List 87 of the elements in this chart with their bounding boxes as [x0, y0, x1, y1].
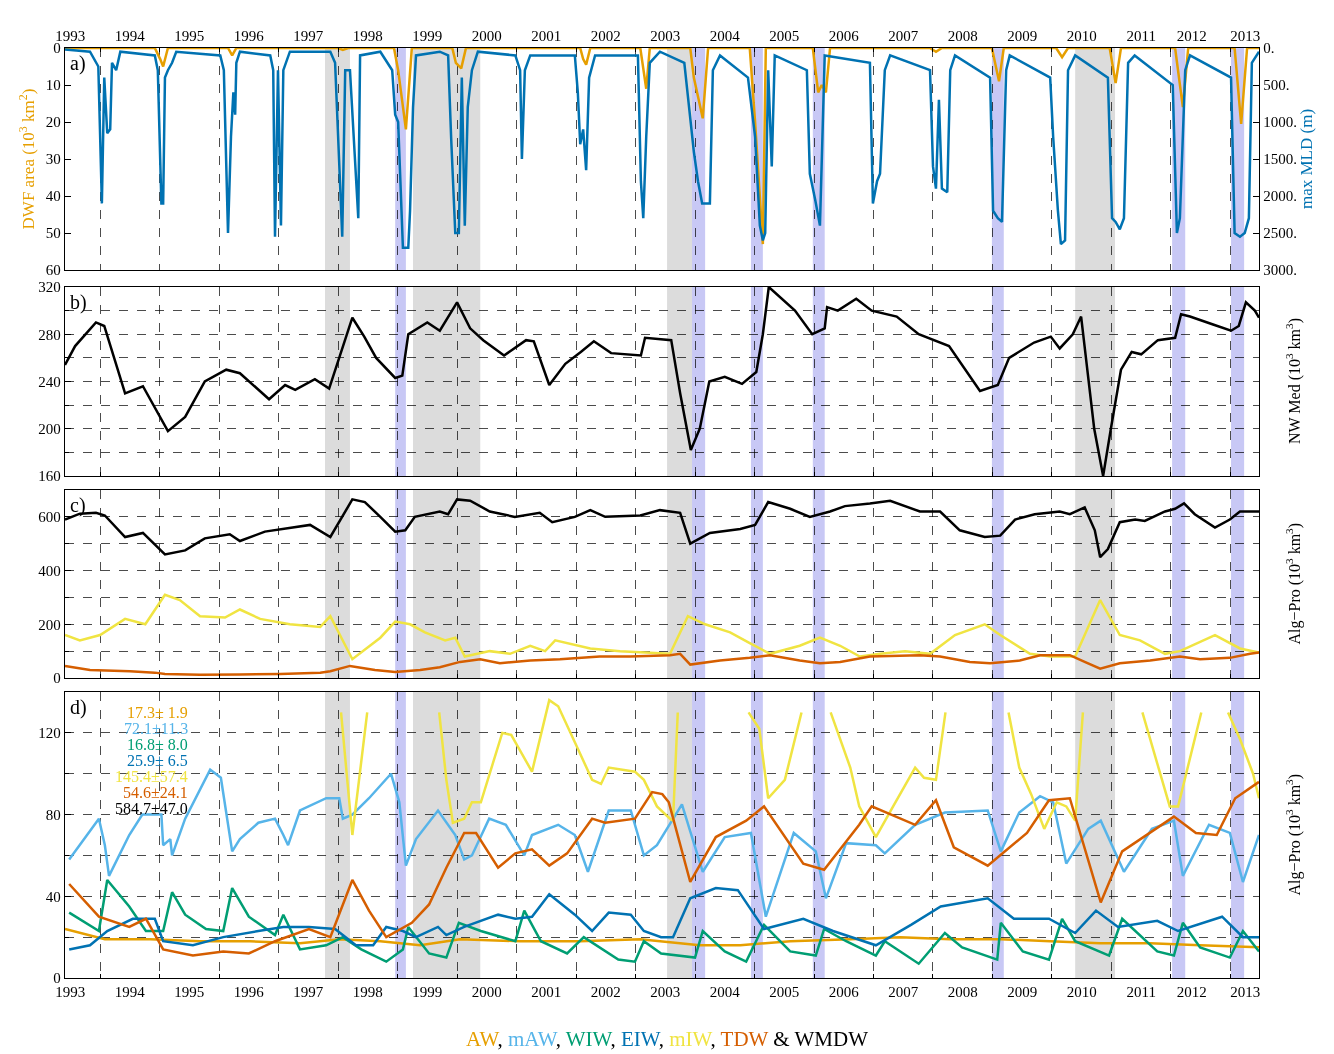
line-series — [65, 651, 1259, 677]
y2-tick-label: 2500. — [1263, 225, 1297, 242]
x-tick-label: 2004 — [709, 984, 741, 1001]
y-tick-label: 20 — [45, 114, 61, 131]
y-tick-label: 120 — [38, 725, 61, 742]
line-series — [65, 593, 1259, 661]
y2-tick-label: 0. — [1263, 40, 1275, 57]
x-tick-label: 1998 — [352, 984, 383, 1001]
x-tick-label: 1994 — [114, 984, 146, 1001]
x-tick-label: 2013 — [1230, 27, 1261, 44]
x-tick-label: 1996 — [233, 984, 265, 1001]
x-tick-label: 1999 — [412, 27, 443, 44]
y-tick-label: 200 — [38, 421, 61, 437]
chart-title: d) — [70, 696, 87, 719]
x-tick-label: 1998 — [352, 27, 383, 44]
annotation: 54.6±24.1 — [123, 784, 188, 801]
x-tick-label: 2001 — [531, 27, 562, 44]
x-tick-label: 2008 — [947, 27, 978, 44]
y-tick-label: 320 — [38, 279, 61, 296]
y-tick-label: 40 — [45, 888, 61, 905]
x-tick-label: 2006 — [828, 984, 860, 1001]
x-tick-label: 1995 — [174, 984, 205, 1001]
chart-title: b) — [70, 291, 87, 314]
annotation: 16.8± 8.0 — [127, 736, 188, 753]
x-tick-label: 2011 — [1126, 984, 1156, 1001]
x-tick-label: 2009 — [1007, 984, 1038, 1001]
x-tick-label: 2004 — [709, 27, 741, 44]
x-tick-label: 1994 — [114, 27, 146, 44]
y2-tick-label: 1500. — [1263, 151, 1297, 168]
y-tick-label: 240 — [38, 373, 61, 390]
x-tick-label: 2002 — [590, 27, 621, 44]
annotation: 25.9± 6.5 — [127, 752, 188, 769]
chart-title: c) — [70, 494, 86, 517]
line-series — [67, 886, 1259, 951]
x-tick-label: 2012 — [1176, 27, 1207, 44]
y-tick-label: 200 — [38, 616, 61, 633]
annotation: 17.3± 1.9 — [127, 704, 188, 721]
annotation: 145.4±57.4 — [115, 768, 188, 785]
line-series — [67, 878, 1259, 965]
x-tick-label: 1995 — [174, 27, 205, 44]
x-tick-label: 1997 — [293, 984, 324, 1001]
x-tick-label: 2008 — [947, 984, 978, 1001]
y2-tick-label: 3000. — [1263, 262, 1297, 279]
y-tick-label: 0 — [53, 670, 61, 687]
y2-axis-title: max MLD (m) — [1297, 108, 1317, 210]
line-series — [67, 780, 1259, 957]
y-tick-label: 80 — [45, 806, 61, 823]
x-tick-label: 2010 — [1066, 984, 1097, 1001]
x-tick-label: 1996 — [233, 27, 265, 44]
y-tick-label: 600 — [38, 509, 61, 526]
x-tick-label: 2012 — [1176, 984, 1207, 1001]
x-tick-label: 2003 — [650, 27, 681, 44]
y-tick-label: 10 — [45, 77, 61, 94]
line-series — [65, 287, 1259, 476]
y-tick-label: 60 — [45, 262, 61, 279]
x-tick-label: 2009 — [1007, 27, 1038, 44]
x-tick-label: 1993 — [55, 984, 86, 1001]
x-tick-label: 2010 — [1066, 27, 1097, 44]
y-tick-label: 160 — [38, 468, 61, 485]
y-tick-label: 30 — [45, 151, 61, 168]
y-tick-label: 50 — [45, 225, 61, 242]
text: AW, mAW, WIW, EIW, mIW, TDW & WMDW — [466, 1027, 868, 1051]
x-tick-label: 2000 — [471, 984, 502, 1001]
y-tick-label: 400 — [38, 562, 61, 579]
y2-tick-label: 500. — [1263, 77, 1290, 94]
x-tick-label: 1999 — [412, 984, 443, 1001]
x-tick-label: 2006 — [828, 27, 860, 44]
annotation: 72.1±11.3 — [124, 720, 189, 737]
x-tick-label: 2013 — [1230, 984, 1261, 1001]
x-tick-label: 2011 — [1126, 27, 1156, 44]
x-tick-label: 2007 — [888, 984, 919, 1001]
y-tick-label: 280 — [38, 326, 61, 343]
y-tick-label: 40 — [45, 188, 61, 205]
x-tick-label: 2007 — [888, 27, 919, 44]
x-tick-label: 2005 — [769, 984, 800, 1001]
x-tick-label: 2001 — [531, 984, 562, 1001]
chart-title: a) — [70, 52, 86, 75]
x-tick-label: 1997 — [293, 27, 324, 44]
x-tick-label: 2000 — [471, 27, 502, 44]
y-tick-label: 0 — [53, 970, 61, 987]
x-tick-label: 2002 — [590, 984, 621, 1001]
y2-tick-label: 1000. — [1263, 114, 1297, 131]
x-tick-label: 2005 — [769, 27, 800, 44]
x-tick-label: 2003 — [650, 984, 681, 1001]
line-series — [67, 768, 1259, 918]
annotation: 584.7±47.0 — [115, 800, 188, 817]
y2-tick-label: 2000. — [1263, 188, 1297, 205]
